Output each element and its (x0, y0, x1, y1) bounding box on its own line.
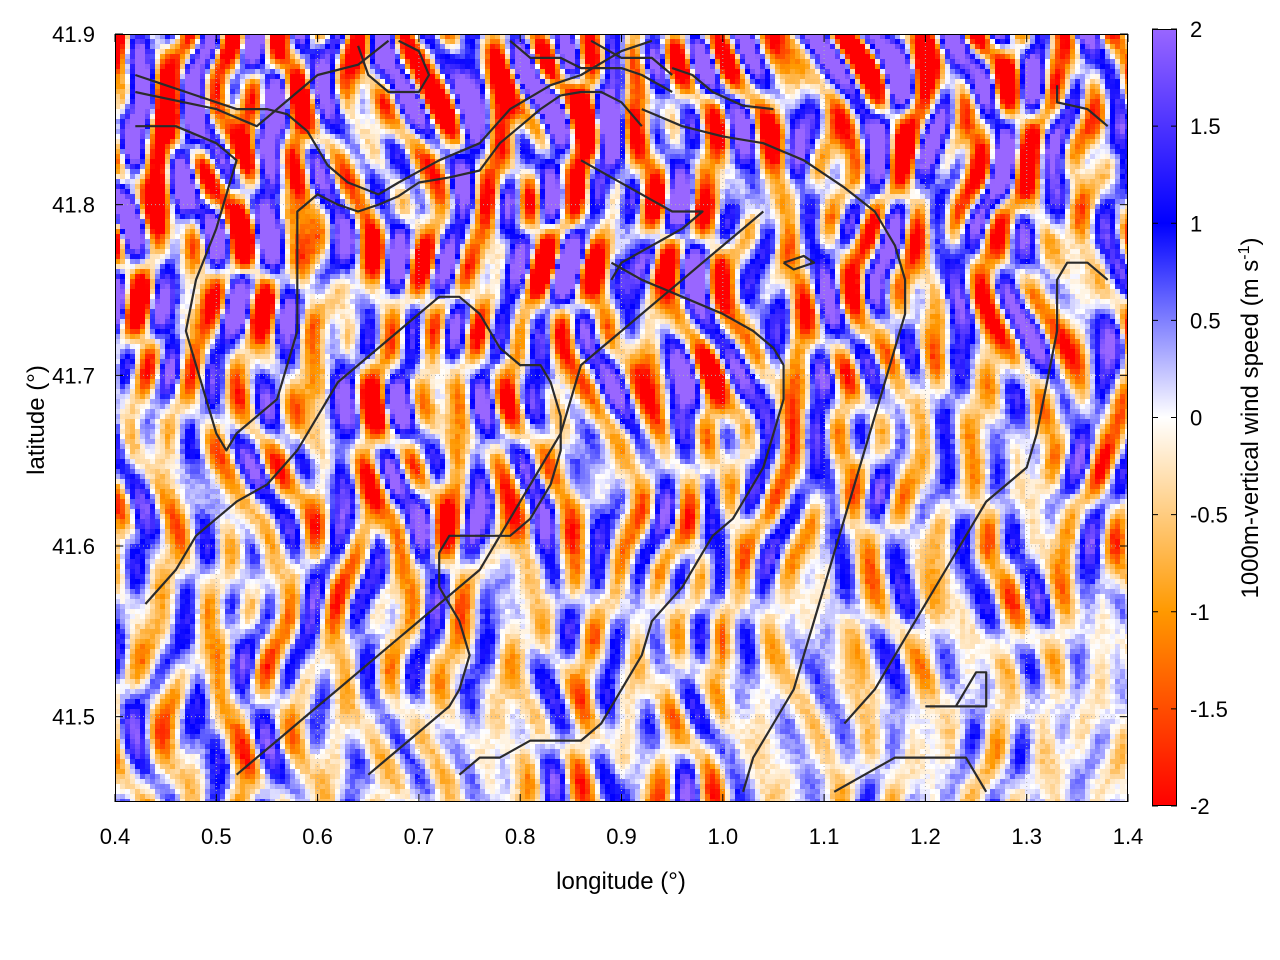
coastline-contour (590, 39, 673, 76)
coastline-contour (782, 254, 816, 271)
coastline-contour (1056, 85, 1109, 128)
coastline-contour (833, 756, 988, 793)
coastline-contour (641, 108, 907, 793)
coastline-contour (925, 671, 988, 708)
colorbar-tick-label: 0.5 (1190, 308, 1221, 333)
coastline-contours (134, 39, 1109, 793)
y-tick-label: 41.6 (52, 534, 95, 559)
x-tick-label: 0.6 (302, 824, 333, 849)
x-tick-label: 1.2 (910, 824, 941, 849)
x-tick-label: 1.0 (708, 824, 739, 849)
coastline-contour (357, 39, 431, 94)
x-axis-title: longitude (°) (556, 868, 686, 895)
colorbar-tick-label: 2 (1190, 17, 1202, 42)
coastline-contour (135, 39, 390, 128)
colorbar: 2 1.5 1 0.5 0 -0.5 -1 -1.5 -2 1000m-vertical win… (1152, 17, 1264, 819)
coastline-contour (580, 159, 704, 281)
y-axis-ticks: 41.5 41.6 41.7 41.8 41.9 (52, 22, 1128, 730)
coastline-contour (509, 39, 673, 93)
x-tick-label: 0.4 (100, 824, 131, 849)
x-tick-label: 0.7 (404, 824, 435, 849)
colorbar-tick-label: 1 (1190, 211, 1202, 236)
colorbar-tick-label: -1 (1190, 600, 1210, 625)
colorbar-tick-label: -1.5 (1190, 697, 1228, 722)
y-tick-label: 41.5 (52, 705, 95, 730)
x-tick-label: 0.9 (606, 824, 637, 849)
y-tick-label: 41.7 (52, 363, 95, 388)
x-axis-ticks: 0.4 0.5 0.6 0.7 0.8 0.9 1.0 1.1 1.2 1.3 1.4 (100, 34, 1144, 849)
colorbar-title: 1000m-vertical wind speed (m s-1) (1236, 237, 1264, 598)
colorbar-tick-label: -0.5 (1190, 503, 1228, 528)
colorbar-ticks: 2 1.5 1 0.5 0 -0.5 -1 -1.5 -2 (1152, 17, 1228, 819)
coastline-contour (671, 67, 774, 111)
x-tick-label: 1.4 (1113, 824, 1144, 849)
coastline-contour (235, 210, 765, 776)
colorbar-tick-label: -2 (1190, 794, 1210, 819)
x-tick-label: 1.3 (1011, 824, 1042, 849)
x-tick-label: 0.5 (201, 824, 232, 849)
colorbar-tick-label: 0 (1190, 406, 1202, 431)
x-tick-label: 1.1 (809, 824, 840, 849)
coastline-contour (458, 261, 785, 776)
coastline-contour (144, 295, 562, 776)
coastline-contour (843, 261, 1109, 725)
coastline-contour (135, 90, 643, 452)
y-tick-label: 41.8 (52, 193, 95, 218)
y-tick-label: 41.9 (52, 22, 95, 47)
x-tick-label: 0.8 (505, 824, 536, 849)
coastline-contour (134, 39, 653, 196)
plot-area: 0.4 0.5 0.6 0.7 0.8 0.9 1.0 1.1 1.2 1.3 1.4 41.541… (52, 22, 1143, 849)
colorbar-tick-label: 1.5 (1190, 114, 1221, 139)
y-axis-title: latitude (°) (23, 365, 50, 475)
